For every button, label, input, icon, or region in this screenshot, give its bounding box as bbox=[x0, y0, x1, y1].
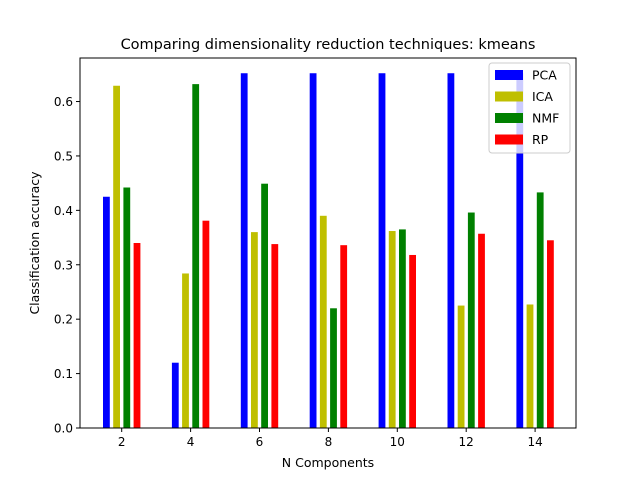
bars-layer bbox=[103, 73, 554, 429]
y-tick-label: 0.2 bbox=[54, 313, 73, 327]
bar-rp-8 bbox=[340, 245, 348, 428]
x-tick-label: 12 bbox=[459, 435, 474, 449]
bar-ica-10 bbox=[388, 231, 396, 428]
y-tick-label: 0.0 bbox=[54, 422, 73, 436]
legend-label-nmf: NMF bbox=[532, 111, 559, 126]
bar-nmf-6 bbox=[261, 183, 268, 428]
bar-pca-6 bbox=[240, 73, 248, 429]
legend-label-ica: ICA bbox=[532, 89, 553, 104]
bar-pca-8 bbox=[309, 73, 317, 429]
bar-ica-4 bbox=[182, 273, 189, 428]
bar-ica-2 bbox=[113, 85, 120, 428]
legend-swatch-rp bbox=[495, 134, 523, 145]
y-axis: 0.0 0.1 0.2 0.3 0.4 0.5 0.6 bbox=[54, 95, 80, 436]
x-tick-label: 6 bbox=[256, 435, 264, 449]
x-tick-label: 10 bbox=[390, 435, 405, 449]
bar-nmf-12 bbox=[467, 212, 475, 428]
legend-box bbox=[488, 62, 571, 154]
legend: PCA ICA NMF RP bbox=[488, 62, 571, 154]
x-tick-label: 2 bbox=[118, 435, 126, 449]
bar-rp-2 bbox=[133, 243, 141, 428]
bar-nmf-10 bbox=[399, 229, 406, 428]
bar-ica-12 bbox=[457, 305, 465, 428]
y-tick-label: 0.3 bbox=[54, 258, 73, 272]
y-tick-label: 0.5 bbox=[54, 149, 73, 163]
x-tick-label: 14 bbox=[527, 435, 542, 449]
x-axis: 2 4 6 8 10 12 14 bbox=[118, 428, 543, 449]
bar-nmf-8 bbox=[330, 308, 337, 428]
x-tick-label: 4 bbox=[187, 435, 195, 449]
bar-nmf-4 bbox=[192, 84, 200, 429]
x-tick-label: 8 bbox=[325, 435, 333, 449]
legend-label-rp: RP bbox=[532, 132, 549, 147]
bar-pca-12 bbox=[447, 73, 455, 429]
bar-pca-2 bbox=[103, 196, 110, 428]
legend-label-pca: PCA bbox=[532, 68, 557, 83]
bar-rp-6 bbox=[271, 244, 279, 428]
bar-ica-8 bbox=[319, 215, 327, 428]
bar-rp-12 bbox=[478, 233, 485, 428]
bar-pca-4 bbox=[171, 362, 179, 428]
y-tick-label: 0.1 bbox=[54, 367, 73, 381]
bar-rp-10 bbox=[409, 254, 416, 428]
bar-nmf-14 bbox=[536, 192, 544, 428]
bar-rp-14 bbox=[547, 240, 554, 428]
y-tick-label: 0.4 bbox=[54, 204, 73, 218]
bar-ica-6 bbox=[251, 232, 258, 428]
bar-rp-4 bbox=[202, 220, 210, 428]
bar-ica-14 bbox=[526, 304, 534, 428]
bar-pca-14 bbox=[516, 73, 524, 429]
y-tick-label: 0.6 bbox=[54, 95, 73, 109]
legend-swatch-ica bbox=[495, 91, 523, 102]
x-axis-label: N Components bbox=[282, 455, 374, 470]
chart-title: Comparing dimensionality reduction techn… bbox=[121, 37, 536, 53]
legend-swatch-nmf bbox=[495, 113, 523, 123]
bar-nmf-2 bbox=[123, 187, 131, 428]
y-axis-label: Classification accuracy bbox=[27, 171, 42, 315]
legend-swatch-pca bbox=[495, 70, 523, 80]
bar-pca-10 bbox=[378, 73, 386, 429]
